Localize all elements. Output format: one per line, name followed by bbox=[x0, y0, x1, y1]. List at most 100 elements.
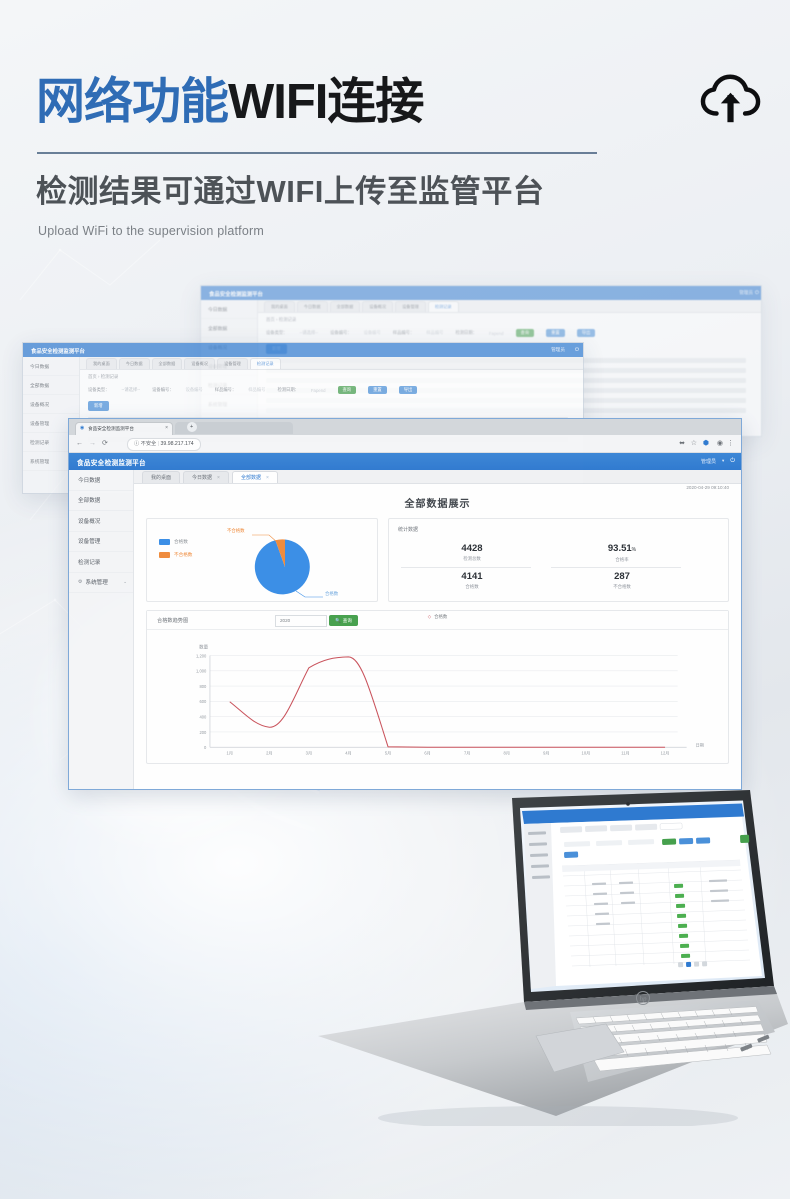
profile-avatar-icon[interactable]: ◉ bbox=[716, 440, 723, 447]
sidebar-item-test-records-2[interactable]: 检测记录 bbox=[23, 433, 79, 452]
app-user-label: 管理员 bbox=[700, 458, 716, 465]
filter-label-device-type-2: 设备类型： bbox=[88, 387, 110, 392]
tab-all-data-3[interactable]: 全部数据 bbox=[329, 301, 361, 312]
browser-tab-active[interactable]: ◉ 食品安全检测监测平台 × bbox=[75, 421, 173, 435]
tab-device-management-2[interactable]: 设备管理 bbox=[217, 358, 248, 369]
export-button-2[interactable]: 导出 bbox=[398, 386, 418, 394]
filter-value-device-no-3[interactable]: 设备编号 bbox=[363, 330, 381, 335]
filter-label-device-no-3: 设备编号： bbox=[330, 330, 352, 335]
app-user-2[interactable]: 管理员 bbox=[551, 347, 565, 352]
power-icon-3[interactable]: ⏻ bbox=[755, 289, 759, 296]
app-content: 我的桌面 今日数据 × 全部数据 × 全部数据展示 2020-04-29 09:… bbox=[134, 470, 741, 789]
screen-sidebar-item bbox=[530, 853, 549, 857]
sidebar-item-system-management[interactable]: ⚙ 系统管理 ⌄ bbox=[69, 573, 133, 593]
browser-tab-inactive[interactable] bbox=[175, 421, 293, 434]
sidebar-item-all-data-2[interactable]: 全部数据 bbox=[23, 376, 79, 395]
sidebar-item-test-records[interactable]: 检测记录 bbox=[69, 552, 133, 573]
close-icon[interactable]: × bbox=[165, 424, 168, 431]
stat-value-wrap: 93.51% bbox=[567, 543, 677, 556]
filter-value-device-type-2[interactable]: --请选择-- bbox=[121, 387, 141, 392]
tab-today-data[interactable]: 今日数据 × bbox=[183, 471, 229, 483]
screen-tab bbox=[635, 823, 658, 831]
sidebar-item-device-overview[interactable]: 设备概况 bbox=[69, 511, 133, 532]
app-header: 食品安全检测监测平台 管理员 ▾ ⏻ bbox=[69, 453, 741, 470]
filter-value-device-no-2[interactable]: 设备编号 bbox=[185, 387, 203, 392]
close-icon[interactable]: × bbox=[265, 474, 269, 481]
filter-value-date-3[interactable]: Fapend bbox=[488, 330, 504, 336]
tab-device-overview-3[interactable]: 设备概况 bbox=[362, 301, 394, 312]
breadcrumb-home-2[interactable]: 首页 bbox=[88, 374, 97, 379]
tab-today-data-2[interactable]: 今日数据 bbox=[118, 358, 150, 369]
breadcrumb-home-3[interactable]: 首页 bbox=[266, 317, 275, 322]
screen-tab bbox=[560, 826, 583, 833]
x-tick-mar: 3月 bbox=[306, 750, 312, 755]
tab-test-records-2[interactable]: 检测记录 bbox=[249, 358, 281, 369]
reload-icon[interactable]: ⟳ bbox=[102, 440, 108, 447]
sidebar-item-today-data[interactable]: 今日数据 bbox=[69, 470, 133, 491]
app-user-menu[interactable]: 管理员 ▾ ⏻ bbox=[701, 458, 735, 465]
trend-row: 合格数趋势图 2020 🔍 查询 ◇ 合格数 数量 bbox=[134, 602, 741, 764]
tab-today-data-3[interactable]: 今日数据 bbox=[296, 301, 328, 312]
sidebar-item-device-management[interactable]: 设备管理 bbox=[69, 532, 133, 552]
sidebar-item-all-data[interactable]: 全部数据 bbox=[69, 491, 133, 511]
sidebar-item-device-overview-2[interactable]: 设备概况 bbox=[23, 395, 79, 414]
year-input[interactable]: 2020 bbox=[275, 615, 327, 627]
back-arrow-icon[interactable]: ← bbox=[76, 440, 83, 447]
trend-chart-legend[interactable]: ◇ 合格数 bbox=[428, 614, 448, 620]
filter-value-date-2[interactable]: Fapend bbox=[310, 387, 326, 393]
tab-all-data-2[interactable]: 全部数据 bbox=[151, 358, 183, 369]
english-caption: Upload WiFi to the supervision platform bbox=[38, 224, 264, 238]
close-icon[interactable]: × bbox=[217, 474, 220, 481]
x-tick-jun: 6月 bbox=[424, 750, 430, 755]
power-icon-2[interactable]: ⏻ bbox=[575, 346, 579, 353]
chevron-down-icon[interactable]: ⌄ bbox=[123, 579, 127, 585]
tab-my-desktop-3[interactable]: 我的桌面 bbox=[264, 301, 295, 312]
reset-button-3[interactable]: 重置 bbox=[546, 329, 565, 337]
trend-chart-toolbar: 合格数趋势图 2020 🔍 查询 bbox=[147, 611, 728, 630]
new-tab-button[interactable]: + bbox=[187, 422, 197, 432]
power-icon[interactable]: ⏻ bbox=[730, 457, 735, 464]
add-button-2[interactable]: 新增 bbox=[88, 401, 109, 411]
sidebar-item-device-management-2[interactable]: 设备管理 bbox=[23, 414, 79, 433]
query-button[interactable]: 🔍 查询 bbox=[329, 615, 358, 626]
cloud-upload-icon bbox=[700, 74, 761, 123]
x-tick-jan: 1月 bbox=[227, 750, 233, 755]
filter-value-sample-no-3[interactable]: 样品编号 bbox=[426, 330, 444, 335]
sidebar-item-all-data-3[interactable]: 全部数据 bbox=[201, 319, 257, 338]
query-button-3[interactable]: 查询 bbox=[515, 329, 535, 337]
screen-status-badge bbox=[675, 893, 685, 898]
filter-value-sample-no-2[interactable]: 样品编号 bbox=[248, 387, 266, 392]
app-user-3[interactable]: 管理员 bbox=[739, 290, 753, 295]
extension-puzzle-icon[interactable]: ⬢ bbox=[702, 440, 709, 447]
laptop-illustration: hp bbox=[318, 790, 788, 1130]
main-browser-window[interactable]: ◉ 食品安全检测监测平台 × + ← → ⟳ ⓘ 不安全 | 39.98.217… bbox=[68, 418, 742, 790]
sidebar: 今日数据 全部数据 设备概况 设备管理 检测记录 ⚙ 系统管理 ⌄ bbox=[69, 470, 134, 789]
screen-status-badge bbox=[674, 883, 684, 888]
three-dot-menu-icon[interactable]: ⋮ bbox=[727, 440, 734, 447]
screen-sidebar-item bbox=[528, 831, 547, 835]
tab-all-data[interactable]: 全部数据 × bbox=[231, 471, 278, 483]
tab-my-desktop-2[interactable]: 我的桌面 bbox=[86, 358, 117, 369]
legend-item-unqualified[interactable]: 不合格数 bbox=[159, 552, 192, 558]
tab-my-desktop[interactable]: 我的桌面 bbox=[142, 471, 181, 483]
star-icon[interactable]: ☆ bbox=[690, 440, 697, 447]
query-button-2[interactable]: 查询 bbox=[337, 386, 357, 394]
pie-chart bbox=[252, 534, 323, 598]
page-title-highlight: 网络功能 bbox=[36, 75, 229, 129]
filter-value-device-type-3[interactable]: --请选择-- bbox=[299, 330, 319, 335]
extension-icon[interactable]: ⬌ bbox=[679, 440, 685, 447]
sidebar-item-today-data-3[interactable]: 今日数据 bbox=[201, 300, 257, 319]
export-button-3[interactable]: 导出 bbox=[576, 329, 596, 337]
sidebar-item-today-data-2[interactable]: 今日数据 bbox=[23, 357, 79, 376]
screen-cell-text bbox=[592, 882, 607, 886]
address-bar[interactable]: ⓘ 不安全 | 39.98.217.174 bbox=[127, 438, 201, 451]
legend-item-qualified[interactable]: 合格数 bbox=[159, 539, 192, 545]
pie-legend: 合格数 不合格数 bbox=[159, 539, 192, 565]
tab-device-management-3[interactable]: 设备管理 bbox=[395, 301, 426, 312]
forward-arrow-icon[interactable]: → bbox=[89, 440, 96, 447]
tab-test-records-3[interactable]: 检测记录 bbox=[427, 301, 459, 312]
tab-device-overview-2[interactable]: 设备概况 bbox=[184, 358, 216, 369]
reset-button-2[interactable]: 重置 bbox=[368, 386, 387, 394]
x-tick-jul: 7月 bbox=[464, 750, 470, 755]
sidebar-item-system-management-2[interactable]: 系统管理 bbox=[23, 452, 79, 471]
